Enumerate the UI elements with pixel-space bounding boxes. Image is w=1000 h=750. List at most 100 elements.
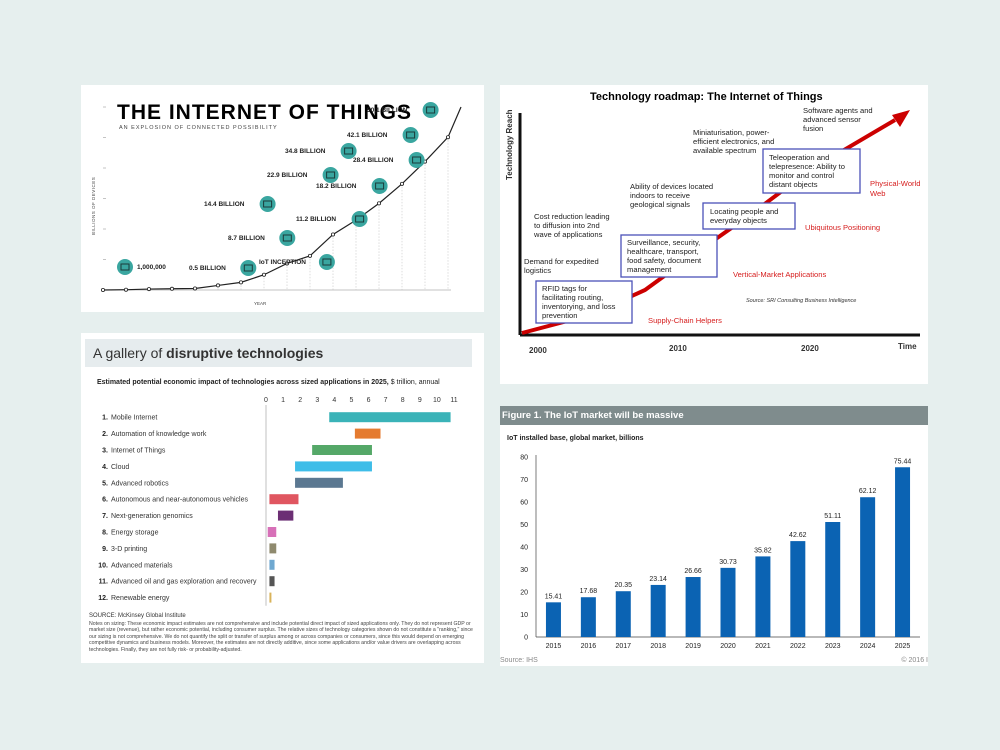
infographic-ylabel: BILLIONS OF DEVICES — [91, 177, 96, 235]
roadmap-stage-box — [620, 234, 718, 278]
gallery-notes-text: Notes on sizing: These economic impact e… — [89, 620, 473, 653]
infographic-callout-label: 18.2 BILLION — [316, 183, 357, 190]
gallery-x-tick: 9 — [418, 397, 422, 404]
infographic-callout-label: 42.1 BILLION — [347, 132, 388, 139]
gallery-category-number: 8. — [102, 530, 108, 537]
gallery-subtitle: Estimated potential economic impact of t… — [97, 379, 440, 386]
roadmap-stage-text: Surveillance, security, healthcare, trans… — [627, 238, 702, 274]
device-icon — [259, 196, 276, 212]
market-x-tick: 2017 — [615, 643, 631, 650]
market-x-tick: 2025 — [895, 643, 911, 650]
device-icon — [240, 260, 257, 276]
market-bar-label: 30.73 — [719, 559, 737, 566]
market-bar-label: 17.68 — [580, 588, 598, 595]
gallery-x-tick: 0 — [264, 397, 268, 404]
gallery-range-bar — [269, 494, 299, 505]
gallery-x-tick: 2 — [298, 397, 302, 404]
figure-header: Figure 1. The IoT market will be massive — [500, 406, 928, 425]
gallery-range-bar — [267, 527, 277, 537]
roadmap-stage-text: Teleoperation and telepresence: Ability t… — [769, 153, 845, 189]
infographic-callout-label: 1,000,000 — [137, 264, 166, 271]
market-bar — [825, 522, 841, 637]
market-bar — [720, 567, 736, 637]
infographic-subtitle: AN EXPLOSION OF CONNECTED POSSIBILITY — [119, 125, 278, 131]
device-icon-glyph — [355, 215, 365, 223]
market-bar-label: 35.82 — [754, 547, 772, 554]
iot-market-bar-chart: 0 10 20 30 40 50 60 70 80 15.41 2015 17.68 2016 20.35… — [520, 455, 920, 650]
market-x-tick: 2020 — [720, 643, 736, 650]
roadmap-stage-box — [762, 148, 861, 194]
gallery-category-label: 3-D printing — [111, 546, 147, 553]
infographic-point — [330, 232, 335, 237]
device-icon-glyph — [282, 234, 292, 242]
gallery-title-bold: disruptive technologies — [166, 345, 324, 361]
market-bar-label: 23.14 — [649, 576, 667, 583]
figure-copyright: © 2016 I — [901, 657, 928, 664]
infographic-callout-label: 34.8 BILLION — [285, 148, 326, 155]
market-x-tick: 2018 — [650, 643, 666, 650]
device-icon-glyph — [406, 131, 416, 139]
market-bar-label: 42.62 — [789, 532, 807, 539]
gallery-category-label: Next-generation genomics — [111, 513, 193, 520]
gallery-range-bar — [269, 576, 275, 587]
roadmap-phase-label: Ubiquitous Positioning — [805, 223, 880, 232]
roadmap-phase-label: Physical-World Web — [870, 179, 921, 198]
infographic-point — [399, 181, 404, 186]
gallery-category-number: 9. — [102, 546, 108, 553]
infographic-point — [193, 286, 198, 291]
gallery-subtitle-rest: $ trillion, annual — [388, 379, 440, 386]
infographic-point — [376, 201, 381, 206]
gallery-category-number: 1. — [102, 415, 108, 422]
roadmap-annotation: Software agents and advanced sensor fusion — [803, 106, 873, 133]
gallery-category-label: Autonomous and near-autonomous vehicles — [111, 497, 248, 504]
market-bar — [615, 591, 631, 637]
gallery-category-label: Advanced materials — [111, 562, 173, 569]
gallery-range-bar — [269, 559, 275, 570]
infographic-callout-label: 0.5 BILLION — [189, 265, 226, 272]
infographic-callout-label: 11.2 BILLION — [296, 216, 336, 223]
gallery-x-tick: 10 — [433, 397, 441, 404]
gallery-x-tick: 1 — [281, 397, 285, 404]
device-icon-glyph — [326, 171, 336, 179]
device-icon — [318, 254, 335, 270]
market-bar — [545, 602, 561, 637]
market-x-tick: 2023 — [825, 643, 841, 650]
roadmap-tick-2010: 2010 — [669, 344, 687, 353]
gallery-category-number: 4. — [102, 464, 108, 471]
infographic-point — [445, 135, 450, 140]
gallery-category-label: Cloud — [111, 464, 129, 471]
device-icon — [117, 259, 133, 275]
roadmap-stage-box — [535, 280, 633, 324]
gallery-range-bar — [269, 543, 277, 554]
infographic-callout-label: IoT INCEPTION — [259, 259, 306, 266]
market-y-tick: 50 — [520, 522, 528, 529]
gallery-range-bar — [329, 412, 451, 423]
market-y-tick: 80 — [520, 455, 528, 462]
gallery-x-tick: 4 — [332, 397, 336, 404]
market-bar — [650, 584, 666, 637]
gallery-x-tick: 11 — [450, 397, 457, 404]
market-bar-label: 20.35 — [615, 582, 633, 589]
gallery-category-number: 5. — [102, 480, 108, 487]
market-y-tick: 0 — [524, 635, 528, 642]
device-icon — [408, 152, 425, 168]
market-x-tick: 2015 — [546, 643, 562, 650]
roadmap-source: Source: SRI Consulting Business Intellig… — [746, 298, 856, 304]
roadmap-panel: Technology roadmap: The Internet of Thin… — [500, 85, 928, 384]
iot-infographic-panel: THE INTERNET OF THINGS AN EXPLOSION OF C… — [81, 85, 484, 312]
gallery-title: A gallery of disruptive technologies — [85, 339, 472, 367]
device-icon-glyph — [426, 106, 436, 114]
gallery-subtitle-bold: Estimated potential economic impact of t… — [97, 379, 389, 386]
device-icon-glyph — [120, 263, 130, 271]
market-y-tick: 10 — [520, 612, 528, 619]
infographic-callout-label: 22.9 BILLION — [267, 172, 308, 179]
market-bar — [790, 541, 806, 637]
market-x-tick: 2021 — [755, 643, 771, 650]
market-x-tick: 2016 — [581, 643, 597, 650]
gallery-category-number: 7. — [102, 513, 108, 520]
infographic-point — [307, 253, 312, 258]
roadmap-ylabel: Technology Reach — [505, 109, 514, 180]
market-bar-label: 62.12 — [859, 488, 877, 495]
gallery-range-bar — [295, 461, 372, 472]
roadmap-stage-text: RFID tags for facilitating routing, invent… — [542, 284, 616, 320]
